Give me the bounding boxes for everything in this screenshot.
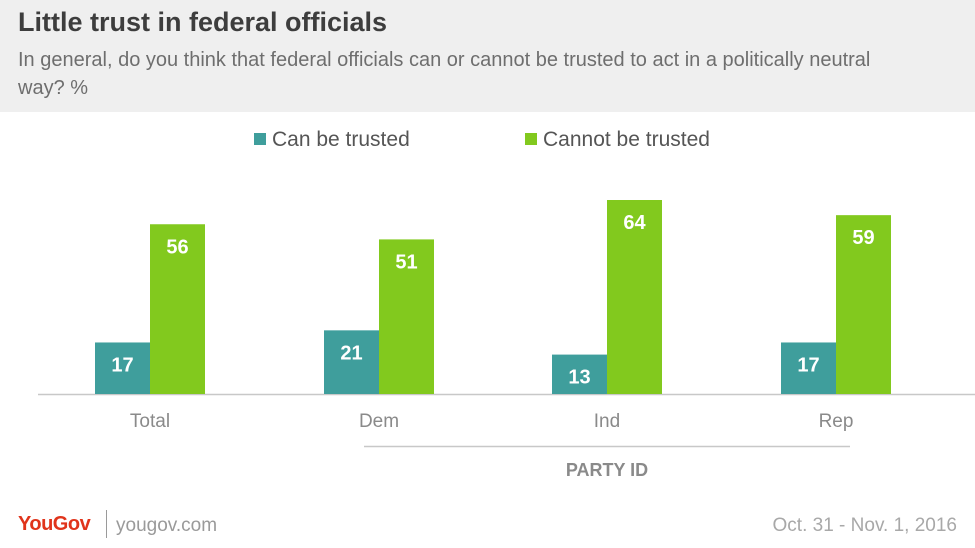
legend-label-can-be-trusted: Can be trusted [272, 128, 410, 151]
x-tick-label-dem: Dem [359, 411, 399, 432]
chart-title: Little trust in federal officials [18, 7, 388, 37]
x-tick-label-total: Total [130, 411, 170, 432]
yougov-logo: YouGov [18, 513, 91, 535]
data-label-can-be-trusted-total: 17 [111, 354, 133, 376]
data-label-can-be-trusted-rep: 17 [797, 354, 819, 376]
data-label-can-be-trusted-ind: 13 [568, 367, 590, 389]
bar-can-be-trusted-ind [552, 354, 607, 394]
x-tick-label-ind: Ind [594, 411, 620, 432]
header-band: Little trust in federal officials In gen… [0, 0, 975, 112]
footer-url: yougov.com [116, 515, 218, 536]
data-label-can-be-trusted-dem: 21 [340, 342, 362, 364]
legend-item-cannot-be-trusted: Cannot be trusted [525, 128, 710, 152]
bar-cannot-be-trusted-ind [607, 200, 662, 394]
data-label-cannot-be-trusted-rep: 59 [852, 227, 874, 249]
bar-can-be-trusted-rep [781, 342, 836, 394]
bar-cannot-be-trusted-rep [836, 215, 891, 394]
bar-cannot-be-trusted-total [150, 224, 205, 394]
data-label-cannot-be-trusted-dem: 51 [395, 251, 417, 273]
bar-can-be-trusted-total [95, 342, 150, 394]
data-label-cannot-be-trusted-total: 56 [166, 236, 188, 258]
footer-divider [106, 510, 107, 538]
data-label-cannot-be-trusted-ind: 64 [623, 212, 646, 234]
legend-item-can-be-trusted: Can be trusted [254, 128, 410, 152]
legend-swatch-can-be-trusted [254, 133, 266, 145]
legend-label-cannot-be-trusted: Cannot be trusted [543, 128, 710, 151]
survey-date: Oct. 31 - Nov. 1, 2016 [772, 515, 957, 536]
bar-cannot-be-trusted-dem [379, 239, 434, 394]
party-id-group-label: PARTY ID [566, 460, 648, 480]
chart-subtitle: In general, do you think that federal of… [18, 49, 871, 99]
bar-can-be-trusted-dem [324, 330, 379, 394]
legend-swatch-cannot-be-trusted [525, 133, 537, 145]
x-tick-label-rep: Rep [819, 411, 854, 432]
